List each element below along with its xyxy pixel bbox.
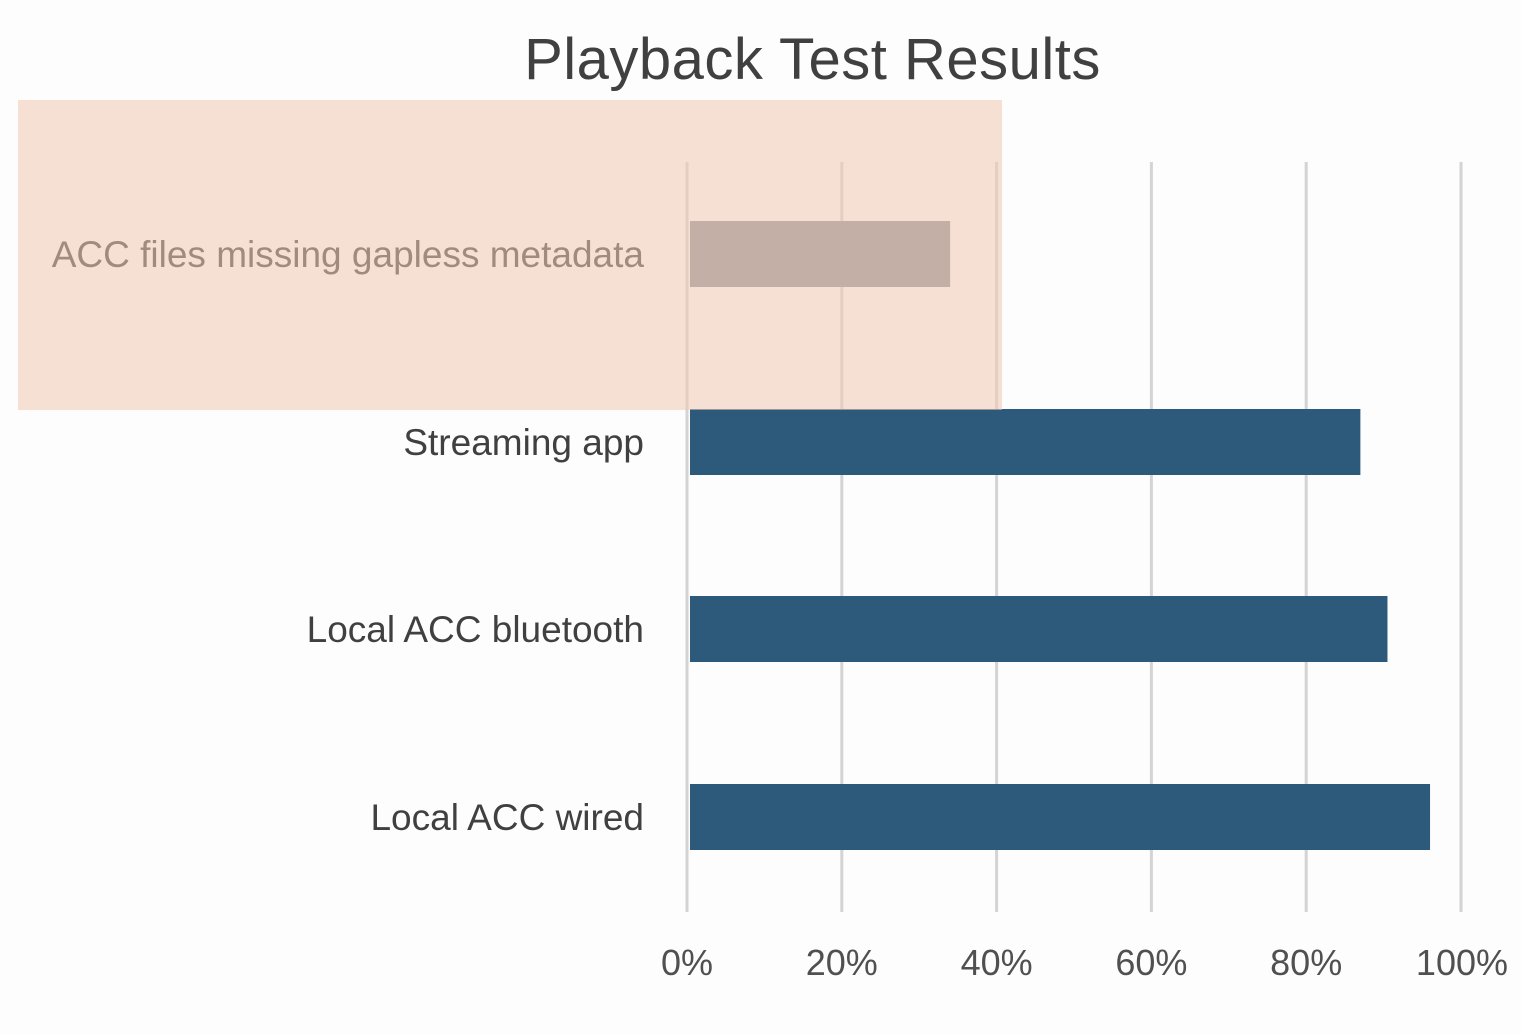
category-label-3: Local ACC wired bbox=[370, 797, 644, 838]
x-tick-label-5: 100% bbox=[1416, 942, 1508, 983]
category-label-1: Streaming app bbox=[403, 422, 644, 463]
bar-3 bbox=[690, 784, 1431, 850]
category-label-0: ACC files missing gapless metadata bbox=[52, 234, 645, 275]
category-label-2: Local ACC bluetooth bbox=[307, 609, 644, 650]
x-tick-label-1: 20% bbox=[806, 942, 878, 983]
x-tick-label-0: 0% bbox=[661, 942, 713, 983]
bar-0 bbox=[690, 221, 951, 287]
x-tick-label-2: 40% bbox=[961, 942, 1033, 983]
x-tick-label-4: 80% bbox=[1270, 942, 1342, 983]
chart-title: Playback Test Results bbox=[524, 27, 1101, 92]
x-tick-label-3: 60% bbox=[1115, 942, 1187, 983]
bar-1 bbox=[690, 409, 1361, 475]
bar-2 bbox=[690, 596, 1388, 662]
